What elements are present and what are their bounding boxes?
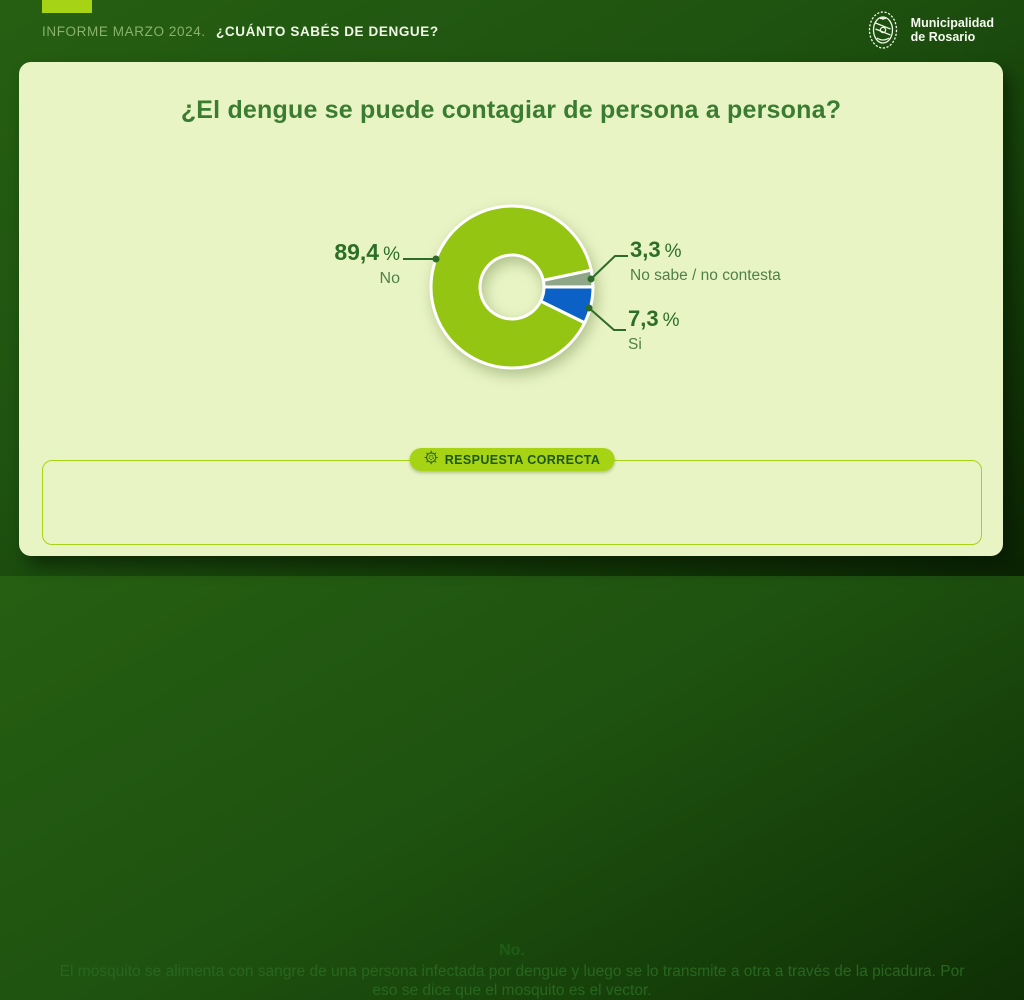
logo-line1: Municipalidad [910, 16, 994, 30]
value-number-no-sabe: 3,3 [630, 237, 661, 262]
value-unit-no: % [383, 244, 400, 265]
category-label-no-sabe: No sabe / no contesta [630, 267, 781, 284]
value-label-no: 89,4% [334, 240, 400, 267]
report-title: ¿CUÁNTO SABÉS DE DENGUE? [216, 24, 439, 39]
value-label-si: 7,3% [628, 307, 680, 333]
value-unit-si: % [662, 310, 680, 331]
category-label-si: Si [628, 336, 642, 353]
slide: INFORME MARZO 2024. ¿CUÁNTO SABÉS DE DEN… [19, 0, 1003, 999]
municipality-crest-icon [863, 6, 903, 54]
municipality-logo-text: Municipalidad de Rosario [911, 16, 994, 44]
callout-no-sabe: 3,3% No sabe / no contesta [630, 238, 781, 285]
value-unit-no-sabe: % [664, 241, 682, 262]
value-number-si: 7,3 [628, 306, 659, 331]
question-title: ¿El dengue se puede contagiar de persona… [180, 96, 842, 124]
rosette-seal-icon [424, 450, 439, 470]
header-lime-tab [42, 0, 92, 13]
answer-word: No. [499, 942, 525, 959]
correct-answer-badge: RESPUESTA CORRECTA [409, 448, 615, 471]
answer-explanation: El mosquito se alimenta con sangre de un… [59, 963, 965, 999]
municipality-logo: Municipalidad de Rosario [863, 6, 994, 54]
callout-no: 89,4% No [334, 240, 400, 288]
badge-label: RESPUESTA CORRECTA [444, 452, 601, 467]
category-label-no: No [379, 270, 400, 287]
header-title-line: INFORME MARZO 2024. ¿CUÁNTO SABÉS DE DEN… [42, 24, 439, 39]
value-number-no: 89,4 [334, 239, 380, 265]
correct-answer-box: No. El mosquito se alimenta con sangre d… [42, 460, 982, 999]
callout-si: 7,3% Si [628, 307, 680, 354]
report-label: INFORME MARZO 2024. [42, 24, 206, 39]
value-label-no-sabe: 3,3% [630, 238, 781, 264]
logo-line2: de Rosario [910, 30, 976, 44]
